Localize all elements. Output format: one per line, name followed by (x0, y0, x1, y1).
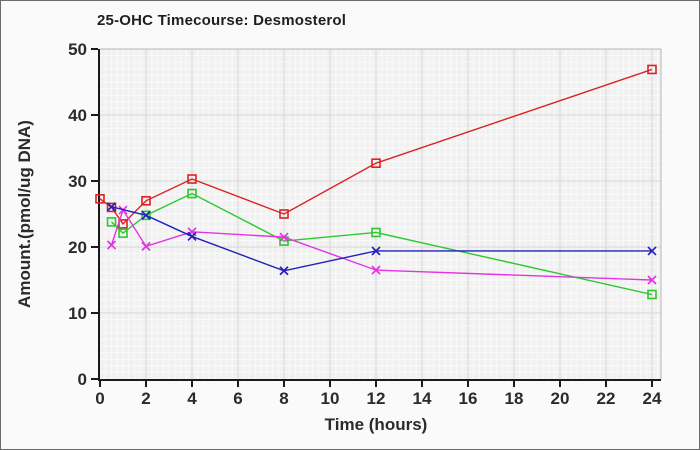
series-green-marker (187, 188, 197, 199)
series-blue-marker (187, 231, 197, 242)
series-blue-marker (279, 266, 289, 276)
series-green-marker (106, 217, 117, 227)
series-green-marker (118, 228, 128, 238)
series-blue-marker (647, 246, 657, 256)
svg-text:22: 22 (597, 389, 616, 408)
series-magenta-marker (106, 240, 117, 250)
series-blue-marker (106, 202, 117, 212)
series-red-marker (279, 209, 289, 219)
series-red-marker (187, 174, 197, 184)
series-red-line (99, 68, 653, 225)
series-magenta-marker (279, 232, 289, 242)
svg-text:0: 0 (95, 389, 104, 408)
svg-text:16: 16 (459, 389, 478, 408)
x-axis-label: Time (hours) (324, 415, 428, 434)
svg-text:24: 24 (643, 389, 662, 408)
svg-text:20: 20 (551, 389, 570, 408)
series-green-line (111, 192, 653, 296)
svg-text:14: 14 (413, 389, 432, 408)
series-magenta-marker (141, 241, 151, 251)
series-green-marker (371, 227, 381, 238)
svg-text:12: 12 (367, 389, 386, 408)
series-blue-line (111, 206, 652, 272)
series-red-marker (141, 196, 151, 206)
svg-text:2: 2 (141, 389, 150, 408)
svg-text:6: 6 (233, 389, 242, 408)
svg-text:8: 8 (279, 389, 288, 408)
series-green-marker (141, 210, 151, 221)
series-blue-marker (371, 246, 381, 256)
svg-text:4: 4 (187, 389, 197, 408)
svg-text:0: 0 (78, 370, 87, 389)
series-red-marker (647, 64, 657, 75)
y-axis-label: Amount.(pmol/ug DNA) (15, 120, 34, 308)
series-red-marker (371, 158, 381, 168)
series-red-marker (95, 194, 105, 204)
svg-text:20: 20 (68, 238, 87, 257)
series-green-marker (647, 289, 657, 300)
series-magenta-marker (647, 275, 657, 285)
svg-text:10: 10 (321, 389, 340, 408)
svg-text:30: 30 (68, 172, 87, 191)
svg-text:40: 40 (68, 106, 87, 125)
svg-text:50: 50 (68, 40, 87, 59)
svg-text:10: 10 (68, 304, 87, 323)
svg-text:18: 18 (505, 389, 524, 408)
series-magenta-marker (371, 265, 381, 275)
series-blue-marker (141, 210, 151, 220)
chart-title: 25-OHC Timecourse: Desmosterol (97, 12, 347, 29)
